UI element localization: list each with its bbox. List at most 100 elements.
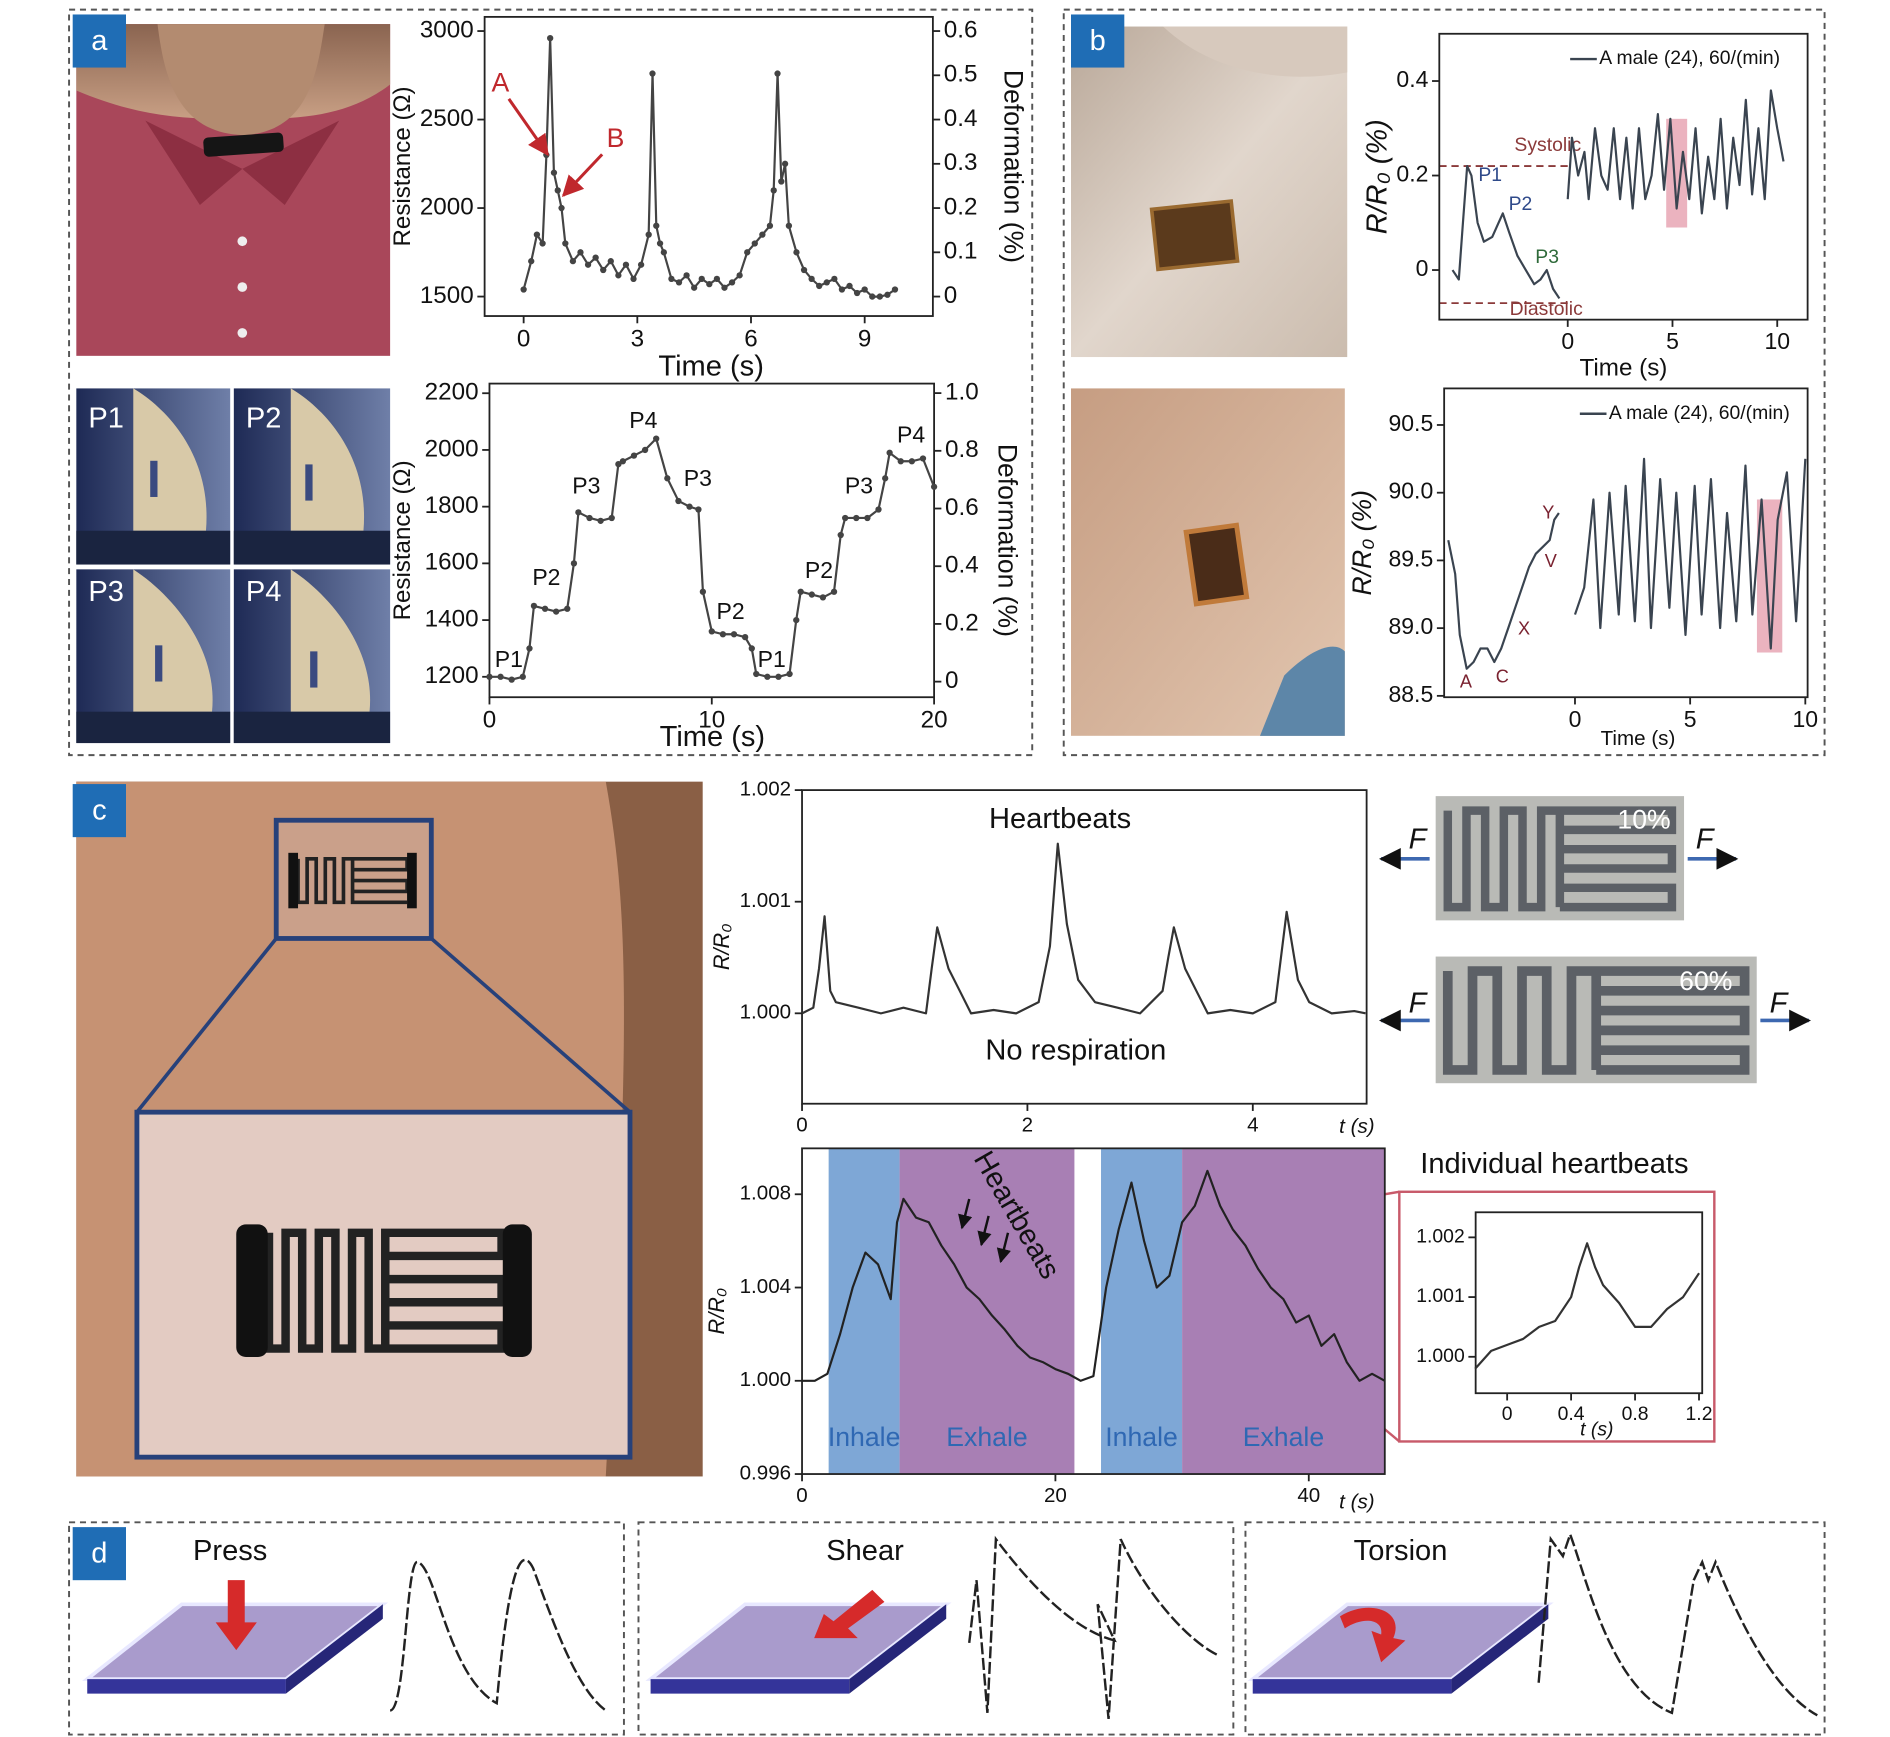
photo-label: P3 (88, 576, 124, 608)
data-point (823, 279, 830, 286)
y-tick-label: 3000 (420, 16, 474, 43)
y-axis-label: R/R₀ (%) (1347, 490, 1377, 595)
y-tick-label: 1.004 (740, 1275, 792, 1298)
y-axis-label: Resistance (Ω) (389, 460, 416, 620)
photo-strain (1378, 796, 1812, 1084)
data-line (1447, 457, 1807, 670)
data-point (608, 514, 615, 522)
data-point (819, 594, 827, 601)
data-point (741, 633, 749, 641)
plot-frame (801, 1147, 1386, 1475)
data-point (748, 645, 755, 652)
y-tick-label: 1.000 (740, 1001, 792, 1024)
x-tick-label: 0 (796, 1484, 807, 1507)
data-point (547, 34, 554, 42)
region-label: Exhale (1243, 1422, 1324, 1452)
data-point (816, 282, 823, 290)
x-tick-label: 0 (1569, 706, 1582, 732)
y2-tick-label: 0.4 (944, 105, 978, 132)
data-point (766, 222, 774, 229)
y2-tick-label: 0.3 (944, 149, 978, 176)
data-point (785, 222, 793, 229)
panel-frame (1244, 1521, 1826, 1736)
data-point (919, 455, 927, 462)
data-point (645, 231, 652, 238)
x-tick-label: 9 (858, 326, 871, 353)
data-point (541, 605, 549, 612)
annotation: P3 (845, 472, 873, 498)
y-tick-label: 1400 (425, 606, 479, 633)
data-point (698, 275, 705, 283)
annotation: B (607, 123, 625, 153)
data-point (753, 670, 760, 678)
data-point (683, 272, 690, 279)
annotation: Y (1542, 503, 1554, 523)
y-tick-label: 1200 (425, 662, 479, 689)
y-axis-label: Resistance (Ω) (389, 86, 416, 246)
data-point (539, 240, 546, 247)
x-tick-label: 0.4 (1558, 1403, 1585, 1425)
data-point (615, 272, 622, 279)
x-tick-label: 0.8 (1622, 1403, 1649, 1425)
y2-tick-label: 0.4 (945, 552, 979, 579)
data-point (830, 588, 838, 595)
data-point (497, 673, 504, 680)
y-tick-label: 2000 (425, 435, 479, 462)
data-line (1451, 89, 1785, 300)
y2-tick-label: 0.6 (944, 16, 978, 43)
plot-frame (801, 789, 1368, 1105)
annotation: P1 (758, 646, 786, 672)
annotation: V (1545, 551, 1558, 571)
force-label: F (1770, 988, 1790, 1020)
force-label: F (1696, 823, 1716, 855)
data-point (882, 475, 889, 482)
y2-axis-label: Deformation (%) (999, 70, 1029, 263)
photo-label: P1 (88, 402, 124, 434)
annotation: P4 (897, 422, 925, 448)
data-point (930, 483, 938, 490)
data-point (691, 284, 698, 291)
plot-area (489, 383, 935, 698)
region (899, 1148, 1075, 1475)
region-label: Inhale (828, 1422, 901, 1452)
x-tick-label: 5 (1684, 706, 1697, 732)
mode-label: Shear (826, 1535, 904, 1567)
annotation: P2 (1509, 193, 1533, 215)
data-point (533, 231, 541, 238)
panel-label: c (72, 784, 126, 838)
data-point (575, 509, 582, 516)
data-point (695, 506, 702, 513)
chart-title: Individual heartbeats (1420, 1148, 1688, 1180)
photo-label: P4 (246, 576, 282, 608)
data-point (853, 514, 860, 522)
data-point (530, 602, 538, 610)
legend-label: A male (24), 60/(min) (1599, 47, 1780, 69)
data-point (562, 240, 569, 247)
data-point (808, 591, 815, 598)
data-point (875, 506, 882, 513)
x-tick-label: 0 (483, 707, 496, 734)
data-point (570, 560, 578, 567)
x-tick-label: 20 (1044, 1484, 1067, 1507)
data-point (786, 670, 793, 678)
y-tick-label: 0.2 (1396, 161, 1428, 187)
data-point (886, 449, 893, 456)
data-point (622, 261, 630, 268)
panel-frame (637, 1521, 1235, 1736)
y-tick-label: 88.5 (1388, 681, 1433, 707)
region (828, 1148, 900, 1475)
data-point (908, 458, 916, 465)
annotation: P2 (805, 557, 833, 583)
plot-area (484, 16, 933, 317)
data-point (597, 517, 604, 524)
annotation: No respiration (985, 1035, 1166, 1067)
data-point (876, 293, 883, 300)
photo-label: P2 (246, 402, 282, 434)
data-point (592, 254, 599, 261)
y2-tick-label: 0.2 (945, 609, 979, 636)
data-point (686, 503, 693, 510)
annotation: C (1496, 667, 1509, 687)
y-tick-label: 0.4 (1396, 66, 1428, 92)
data-point (842, 514, 849, 522)
data-point (736, 272, 743, 279)
